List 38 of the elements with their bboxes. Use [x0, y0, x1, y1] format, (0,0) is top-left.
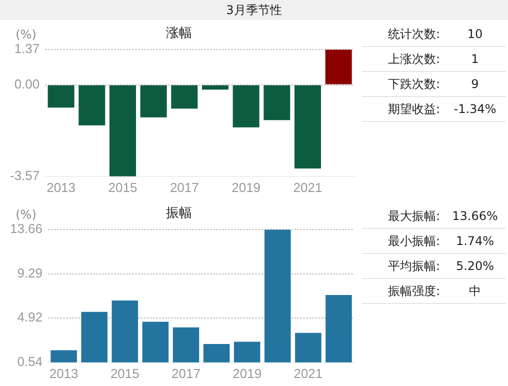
- text: 平均振幅:: [386, 258, 441, 275]
- text: 1: [470, 51, 480, 68]
- y-tick-label: 4.92: [17, 310, 43, 325]
- text: 1.74%: [454, 233, 496, 250]
- x-tick-label: 2017: [170, 180, 199, 195]
- y-tick-label: 0.00: [14, 76, 40, 92]
- text: 振幅强度:: [386, 283, 441, 300]
- x-tick-label: 2013: [49, 366, 78, 381]
- x-tick-label: 2021: [294, 366, 323, 381]
- chart-title: 涨幅: [166, 26, 192, 42]
- text: 3月季节性: [0, 0, 508, 20]
- x-tick-label: 2015: [108, 180, 138, 195]
- y-tick-label: 9.29: [17, 265, 43, 280]
- x-tick-label: 2013: [46, 180, 76, 195]
- text: 上涨次数:: [386, 51, 441, 68]
- x-tick-label: 2019: [232, 180, 261, 195]
- y-tick-label: 1.37: [14, 41, 40, 56]
- y-axis-title: (%): [16, 28, 36, 42]
- x-tick-label: 2021: [293, 180, 322, 195]
- text: 统计次数:: [386, 26, 441, 43]
- y-tick-label: 13.66: [10, 221, 43, 236]
- text: 10: [466, 26, 484, 43]
- text: 期望收益:: [386, 101, 441, 118]
- text: 最小振幅:: [386, 233, 441, 250]
- y-tick-label: 0.54: [17, 354, 43, 369]
- x-tick-label: 2017: [172, 366, 200, 381]
- text: 5.20%: [454, 258, 496, 275]
- text: 下跌次数:: [386, 76, 441, 93]
- y-tick-label: -3.57: [10, 168, 40, 183]
- text: 13.66%: [451, 208, 499, 225]
- y-axis-title: (%): [16, 208, 36, 222]
- text: 9: [470, 76, 480, 93]
- text: 最大振幅:: [386, 208, 441, 225]
- x-tick-label: 2019: [232, 366, 262, 381]
- chart-title: 振幅: [166, 206, 192, 222]
- text: -1.34%: [452, 101, 498, 118]
- x-tick-label: 2015: [110, 366, 140, 381]
- text: 中: [468, 283, 482, 300]
